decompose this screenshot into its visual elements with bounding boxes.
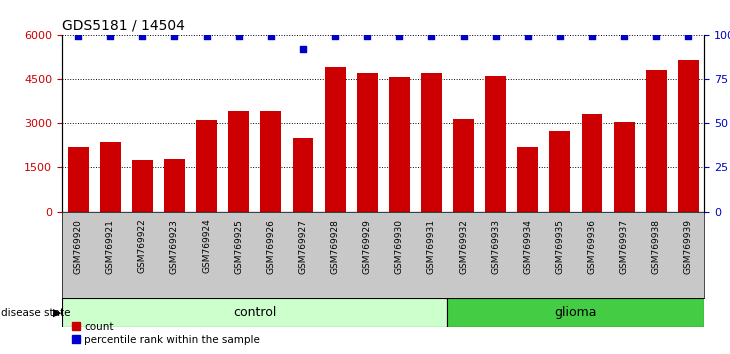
- Text: GSM769934: GSM769934: [523, 219, 532, 274]
- Text: GSM769921: GSM769921: [106, 219, 115, 274]
- Bar: [196, 120, 217, 212]
- Text: GSM769937: GSM769937: [620, 219, 629, 274]
- Text: GSM769933: GSM769933: [491, 219, 500, 274]
- Bar: [62, 298, 447, 327]
- Bar: [582, 114, 602, 212]
- Legend: count, percentile rank within the sample: count, percentile rank within the sample: [67, 317, 264, 349]
- Point: [522, 34, 534, 39]
- Text: GSM769938: GSM769938: [652, 219, 661, 274]
- Bar: [550, 131, 570, 212]
- Point: [329, 34, 341, 39]
- Text: GSM769924: GSM769924: [202, 219, 211, 273]
- Text: GSM769935: GSM769935: [556, 219, 564, 274]
- Bar: [389, 78, 410, 212]
- Bar: [485, 76, 506, 212]
- Text: glioma: glioma: [555, 307, 597, 319]
- Text: disease state: disease state: [1, 308, 71, 318]
- Bar: [261, 112, 281, 212]
- Text: GSM769920: GSM769920: [74, 219, 82, 274]
- Bar: [453, 119, 474, 212]
- Bar: [678, 60, 699, 212]
- Bar: [421, 73, 442, 212]
- Bar: [164, 159, 185, 212]
- Text: control: control: [233, 307, 277, 319]
- Point: [650, 34, 662, 39]
- Point: [683, 34, 694, 39]
- Bar: [325, 67, 345, 212]
- Text: ▶: ▶: [53, 308, 61, 318]
- Point: [361, 34, 373, 39]
- Text: GSM769922: GSM769922: [138, 219, 147, 273]
- Bar: [614, 122, 634, 212]
- Point: [104, 34, 116, 39]
- Bar: [293, 138, 313, 212]
- Point: [490, 34, 502, 39]
- Text: GDS5181 / 14504: GDS5181 / 14504: [62, 18, 185, 32]
- Point: [297, 46, 309, 52]
- Point: [233, 34, 245, 39]
- Point: [265, 34, 277, 39]
- Point: [618, 34, 630, 39]
- Point: [393, 34, 405, 39]
- Bar: [100, 142, 120, 212]
- Bar: [228, 112, 249, 212]
- Point: [586, 34, 598, 39]
- Text: GSM769932: GSM769932: [459, 219, 468, 274]
- Text: GSM769927: GSM769927: [299, 219, 307, 274]
- Text: GSM769939: GSM769939: [684, 219, 693, 274]
- Text: GSM769930: GSM769930: [395, 219, 404, 274]
- Point: [137, 34, 148, 39]
- Text: GSM769923: GSM769923: [170, 219, 179, 274]
- Bar: [132, 160, 153, 212]
- Point: [426, 34, 437, 39]
- Text: GSM769928: GSM769928: [331, 219, 339, 274]
- Bar: [68, 147, 88, 212]
- Point: [169, 34, 180, 39]
- Text: GSM769931: GSM769931: [427, 219, 436, 274]
- Text: GSM769936: GSM769936: [588, 219, 596, 274]
- Point: [201, 34, 212, 39]
- Text: GSM769925: GSM769925: [234, 219, 243, 274]
- Point: [72, 34, 84, 39]
- Bar: [646, 70, 666, 212]
- Point: [458, 34, 469, 39]
- Bar: [518, 147, 538, 212]
- Bar: [357, 73, 377, 212]
- Text: GSM769926: GSM769926: [266, 219, 275, 274]
- Text: GSM769929: GSM769929: [363, 219, 372, 274]
- Bar: [447, 298, 704, 327]
- Point: [554, 34, 566, 39]
